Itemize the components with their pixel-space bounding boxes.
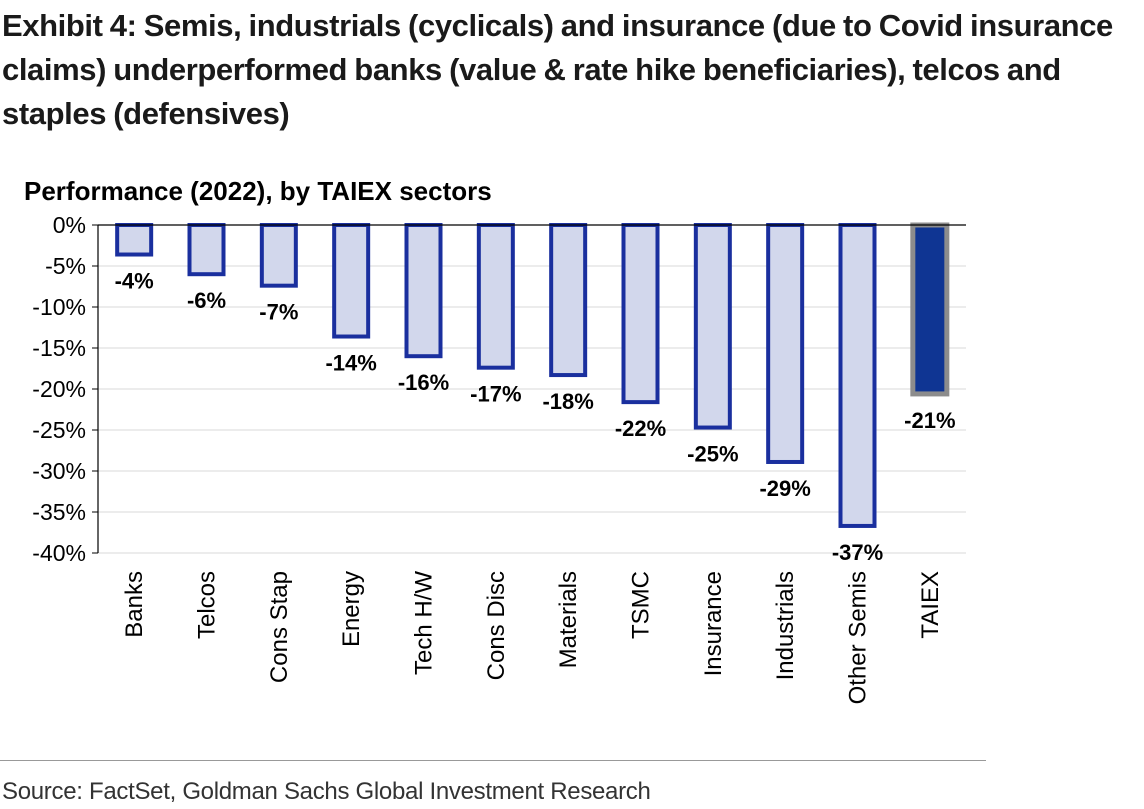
y-tick-label: -25% bbox=[32, 417, 86, 443]
source-note: Source: FactSet, Goldman Sachs Global In… bbox=[2, 778, 651, 805]
bar-cons-disc bbox=[476, 223, 515, 370]
bar-tech-h-w bbox=[404, 223, 443, 359]
x-tick-label: Banks bbox=[121, 571, 148, 638]
x-tick-label: Tech H/W bbox=[411, 571, 438, 675]
data-label: -21% bbox=[904, 408, 955, 433]
bar-energy bbox=[332, 223, 371, 339]
y-tick-label: -5% bbox=[45, 253, 86, 279]
data-label: -4% bbox=[115, 269, 154, 294]
y-tick-label: -20% bbox=[32, 376, 86, 402]
bar-banks bbox=[115, 223, 154, 257]
gridlines bbox=[98, 224, 966, 554]
chart-title: Performance (2022), by TAIEX sectors bbox=[24, 176, 492, 206]
y-tick-label: 0% bbox=[53, 212, 86, 238]
bar-industrials bbox=[766, 223, 805, 464]
y-tick-label: -40% bbox=[32, 540, 86, 566]
data-labels: -4% -6% -7% -14% -16% -17% -18% -22% -25% -29% -37… bbox=[115, 269, 956, 565]
y-tick-label: -10% bbox=[32, 294, 86, 320]
y-axis: 0% -5% -10% -15% -20% -25% -30% -35% -40% bbox=[32, 212, 966, 566]
x-tick-label: Cons Stap bbox=[266, 571, 293, 683]
data-label: -14% bbox=[325, 351, 376, 376]
y-tick-label: -15% bbox=[32, 335, 86, 361]
bar-telcos bbox=[187, 223, 226, 277]
bar-taiex bbox=[910, 222, 950, 397]
data-label: -7% bbox=[259, 300, 298, 325]
x-tick-label: Cons Disc bbox=[483, 571, 510, 680]
data-label: -22% bbox=[615, 416, 666, 441]
exhibit-title: Exhibit 4: Semis, industrials (cyclicals… bbox=[2, 8, 1113, 131]
bar-insurance bbox=[693, 223, 732, 430]
bar-other-semis bbox=[838, 223, 877, 528]
y-tick-label: -30% bbox=[32, 458, 86, 484]
x-tick-label: Energy bbox=[338, 571, 365, 647]
x-tick-label: Industrials bbox=[772, 571, 799, 680]
x-tick-label: TAIEX bbox=[917, 571, 944, 639]
source-divider bbox=[0, 760, 986, 761]
x-tick-label: Insurance bbox=[700, 571, 727, 676]
data-label: -18% bbox=[542, 389, 593, 414]
data-label: -17% bbox=[470, 382, 521, 407]
bar-chart: -4% -6% -7% -14% -16% -17% -18% -22% -25% -29% -37… bbox=[32, 212, 966, 705]
data-label: -25% bbox=[687, 442, 738, 467]
x-tick-label: Materials bbox=[555, 571, 582, 668]
data-label: -6% bbox=[187, 288, 226, 313]
bars bbox=[115, 222, 950, 528]
data-label: -29% bbox=[759, 476, 810, 501]
bar-tsmc bbox=[621, 223, 660, 405]
y-tick-label: -35% bbox=[32, 499, 86, 525]
x-tick-label: TSMC bbox=[628, 571, 655, 639]
bar-cons-stap bbox=[259, 223, 298, 288]
data-label: -37% bbox=[832, 540, 883, 565]
data-label: -16% bbox=[398, 370, 449, 395]
x-tick-label: Telcos bbox=[194, 571, 221, 639]
bar-materials bbox=[549, 223, 588, 378]
x-axis: Banks Telcos Cons Stap Energy Tech H/W Cons D… bbox=[121, 571, 944, 705]
x-tick-label: Other Semis bbox=[845, 571, 872, 704]
